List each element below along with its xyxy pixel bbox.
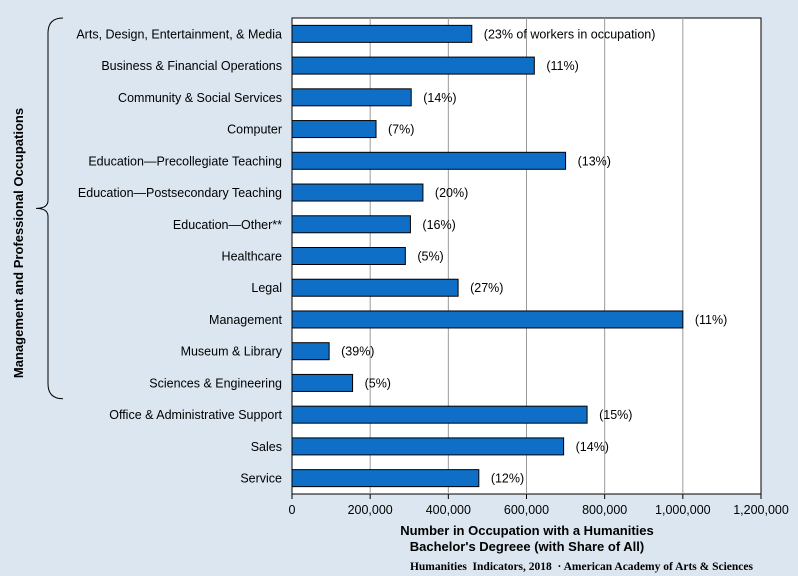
- x-axis-title-line-1: Number in Occupation with a Humanities: [400, 523, 654, 538]
- data-label: (20%): [435, 186, 468, 200]
- data-label: (14%): [423, 91, 456, 105]
- category-labels: Arts, Design, Entertainment, & Media Busi…: [76, 27, 282, 485]
- data-label: (5%): [417, 250, 443, 264]
- bar: [291, 373, 354, 392]
- data-label: (15%): [599, 408, 632, 422]
- category-label: Sciences & Engineering: [149, 376, 282, 390]
- group-bracket: [35, 17, 64, 400]
- category-label: Computer: [227, 123, 282, 137]
- category-label: Education—Postsecondary Teaching: [78, 186, 282, 200]
- category-label: Healthcare: [222, 250, 282, 264]
- bar: [291, 24, 473, 43]
- data-label: (7%): [388, 123, 414, 137]
- bars: [291, 24, 684, 488]
- category-label: Education—Other**: [173, 218, 282, 232]
- x-tick-label: 1,000,000: [655, 503, 711, 517]
- data-label: (12%): [491, 472, 524, 486]
- x-axis-title-line-2: Bachelor's Degreee (with Share of All): [410, 539, 645, 554]
- bar: [291, 56, 535, 75]
- bar: [291, 437, 565, 456]
- category-label: Sales: [251, 440, 282, 454]
- data-labels: (23% of workers in occupation) (11%) (14%)…: [341, 27, 727, 485]
- bar: [291, 215, 411, 234]
- data-label: (5%): [365, 376, 391, 390]
- x-tick-label: 600,000: [504, 503, 549, 517]
- bracket-icon: [35, 17, 64, 400]
- group-label: Management and Professional Occupations: [11, 108, 26, 378]
- data-label: (14%): [576, 440, 609, 454]
- category-label: Museum & Library: [181, 345, 283, 359]
- data-label: (11%): [695, 313, 727, 327]
- x-tick-label: 400,000: [426, 503, 471, 517]
- bar: [291, 151, 567, 170]
- bar: [291, 278, 459, 297]
- x-tick-label: 800,000: [582, 503, 627, 517]
- data-label: (13%): [578, 154, 611, 168]
- category-label: Education—Precollegiate Teaching: [88, 154, 282, 168]
- x-tick-label: 1,200,000: [733, 503, 789, 517]
- bar: [291, 183, 424, 202]
- category-label: Office & Administrative Support: [109, 408, 282, 422]
- data-label: (16%): [422, 218, 455, 232]
- bar: [291, 247, 406, 265]
- bar: [291, 120, 377, 139]
- category-label: Management: [209, 313, 282, 327]
- category-label: Arts, Design, Entertainment, & Media: [76, 27, 282, 41]
- bar: [291, 310, 684, 329]
- bar: [291, 342, 330, 361]
- source-credit: Humanities Indicators, 2018 · American A…: [410, 561, 754, 573]
- bar: [291, 405, 588, 424]
- bar: [291, 469, 480, 488]
- data-label: (27%): [470, 281, 503, 295]
- category-label: Business & Financial Operations: [101, 59, 282, 73]
- data-label: (23% of workers in occupation): [484, 27, 656, 41]
- x-axis-ticks: 0 200,000 400,000 600,000 800,000 1,000,000 1,…: [289, 494, 789, 517]
- x-tick-label: 200,000: [348, 503, 393, 517]
- category-label: Legal: [251, 281, 282, 295]
- category-label: Service: [240, 472, 282, 486]
- bar: [291, 88, 412, 107]
- category-label: Community & Social Services: [118, 91, 282, 105]
- data-label: (11%): [546, 59, 578, 73]
- x-tick-label: 0: [289, 503, 296, 517]
- data-label: (39%): [341, 345, 374, 359]
